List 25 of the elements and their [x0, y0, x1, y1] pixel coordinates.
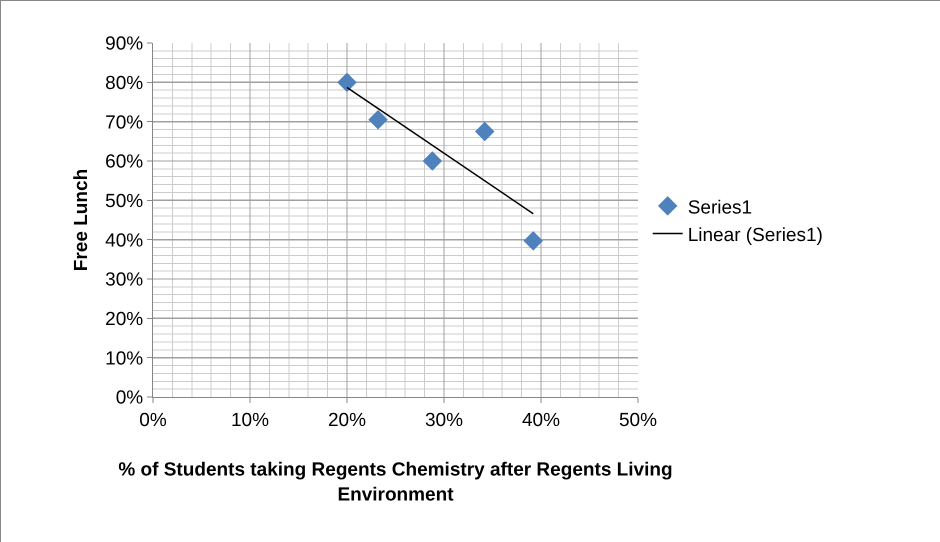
- x-tick-label: 50%: [618, 410, 658, 431]
- x-tick-label: 30%: [424, 410, 464, 431]
- point: [337, 72, 357, 92]
- y-tick-label: 10%: [105, 348, 144, 370]
- point: [368, 110, 388, 130]
- y-tick-label: 30%: [105, 270, 144, 291]
- y-tick-label: 70%: [105, 112, 144, 134]
- legend-label: Linear (Series1): [688, 224, 823, 246]
- y-axis-title: Free Lunch: [71, 168, 92, 272]
- y-tick-label: 20%: [105, 308, 144, 330]
- point: [422, 151, 442, 171]
- x-tick-label: 10%: [230, 410, 270, 431]
- y-tick-label: 90%: [105, 34, 144, 55]
- point: [474, 122, 494, 142]
- x-tick-label: 40%: [522, 410, 560, 431]
- x-tick-label: 20%: [328, 410, 366, 431]
- x-axis-title: % of Students taking Regents Chemistry after Regents Living Environment: [118, 460, 673, 506]
- x-tick-label: 0%: [139, 410, 167, 431]
- legend-label: Series1: [688, 197, 752, 218]
- y-tick-label: 60%: [105, 152, 144, 173]
- y-tick-label: 80%: [105, 72, 144, 94]
- y-tick-label: 50%: [105, 190, 144, 212]
- y-tick-label: 40%: [105, 230, 144, 252]
- point: [523, 231, 543, 251]
- y-tick-label: 0%: [116, 388, 144, 409]
